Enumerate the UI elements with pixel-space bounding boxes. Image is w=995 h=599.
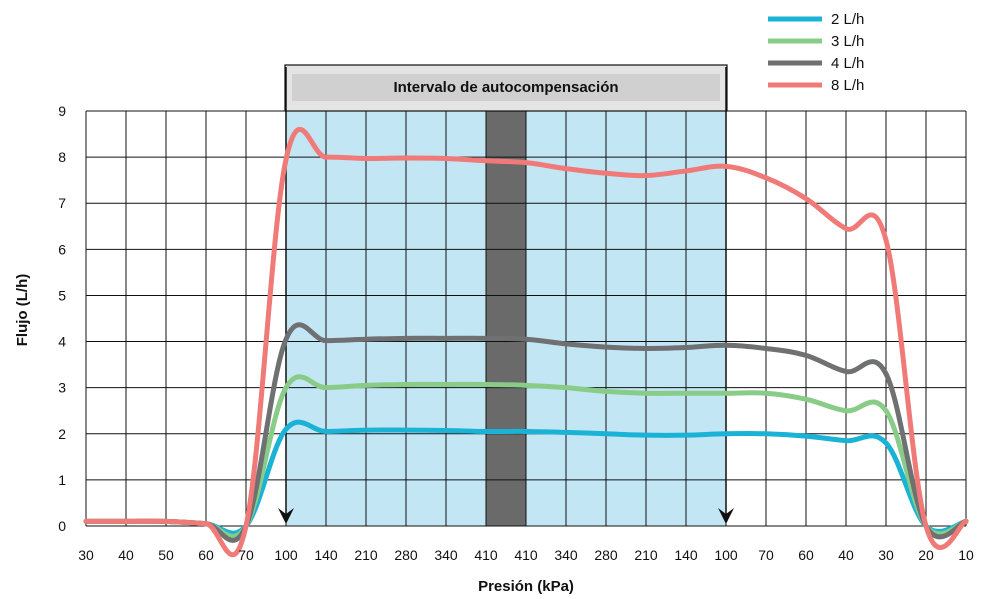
x-tick-label: 210	[354, 547, 378, 563]
band-layer	[284, 64, 728, 526]
x-tick-label: 340	[554, 547, 578, 563]
legend-label: 2 L/h	[831, 11, 864, 28]
legend-label: 8 L/h	[831, 77, 864, 94]
y-tick-label: 0	[58, 518, 66, 534]
legend: 2 L/h 3 L/h 4 L/h 8 L/h	[768, 11, 864, 94]
y-tick-label: 1	[58, 472, 66, 488]
y-tick-label: 5	[58, 287, 66, 303]
x-tick-label: 140	[674, 547, 698, 563]
x-tick-label: 10	[958, 547, 974, 563]
y-tick-label: 8	[58, 149, 66, 165]
x-tick-label: 210	[634, 547, 658, 563]
x-tick-label: 100	[714, 547, 738, 563]
x-tick-label: 70	[238, 547, 254, 563]
x-tick-label: 280	[594, 547, 618, 563]
band-start-arrow	[278, 508, 294, 524]
x-tick-label: 410	[474, 547, 498, 563]
x-tick-label: 40	[118, 547, 134, 563]
series-line-4-l-h	[83, 322, 969, 543]
x-tick-label: 100	[274, 547, 298, 563]
y-tick-label: 9	[58, 103, 66, 119]
x-tick-label: 60	[198, 547, 214, 563]
band-end-arrow	[718, 508, 734, 524]
legend-label: 3 L/h	[831, 33, 864, 50]
y-axis-title: Flujo (L/h)	[14, 274, 31, 346]
x-tick-label: 70	[758, 547, 774, 563]
band-header-inner	[292, 74, 720, 101]
y-tick-label: 3	[58, 380, 66, 396]
x-tick-label: 50	[158, 547, 174, 563]
x-tick-label: 60	[798, 547, 814, 563]
x-tick-label: 140	[314, 547, 338, 563]
y-tick-label: 4	[58, 334, 66, 350]
tick-layer: 0 1 2 3 4 5 6 7 8 9 30 40 50 60 70 100 140 210 280 340 410 41…	[58, 103, 974, 563]
peak-pressure-band	[486, 111, 526, 526]
x-tick-label: 30	[878, 547, 894, 563]
y-tick-label: 7	[58, 195, 66, 211]
y-tick-label: 6	[58, 241, 66, 257]
x-tick-label: 280	[394, 547, 418, 563]
series-line-8-l-h	[83, 127, 969, 558]
x-tick-label: 410	[514, 547, 538, 563]
band-title: Intervalo de autocompensación	[393, 79, 618, 96]
x-tick-label: 340	[434, 547, 458, 563]
x-axis-title: Presión (kPa)	[478, 578, 574, 595]
x-tick-label: 40	[838, 547, 854, 563]
legend-label: 4 L/h	[831, 55, 864, 72]
x-tick-label: 20	[918, 547, 934, 563]
grid-layer	[85, 67, 967, 527]
series-layer	[83, 127, 969, 558]
x-tick-label: 30	[78, 547, 94, 563]
y-tick-label: 2	[58, 426, 66, 442]
